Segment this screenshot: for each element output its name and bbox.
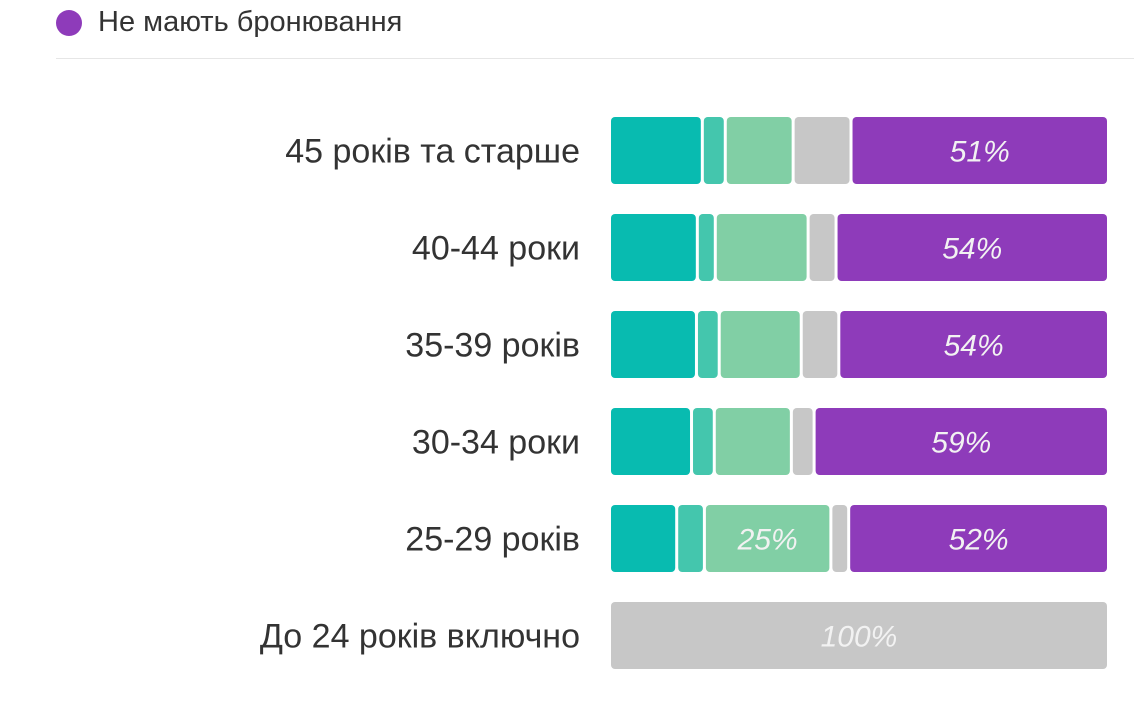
bar-segment — [611, 117, 701, 184]
legend: Не мають бронювання — [56, 6, 402, 39]
bar-segment — [611, 505, 676, 572]
legend-divider — [56, 58, 1134, 59]
category-label: До 24 років включно — [260, 618, 580, 656]
legend-dot — [56, 9, 82, 36]
bar-segment — [850, 505, 1107, 572]
bar-segment — [715, 408, 790, 475]
category-label: 30-34 роки — [412, 424, 580, 462]
legend-label: Не мають бронювання — [98, 6, 403, 38]
bar-segment — [832, 505, 848, 572]
bar-segment — [794, 117, 850, 184]
bar-segment — [726, 117, 792, 184]
bar-segment — [720, 311, 800, 378]
bar-row: До 24 років включно 100% — [260, 602, 1107, 669]
data-label: 51% — [950, 136, 1010, 169]
bar-row: 35-39 років 54% — [405, 311, 1107, 378]
data-label: 54% — [944, 330, 1004, 363]
bar-segment — [611, 602, 1107, 669]
bar-row: 40-44 роки 54% — [412, 214, 1107, 281]
bar-segment — [611, 408, 691, 475]
bar-segment — [840, 311, 1107, 378]
bar-segment — [703, 117, 724, 184]
category-label: 40-44 роки — [412, 230, 580, 268]
data-label: 52% — [949, 524, 1009, 557]
bar-segment — [611, 214, 696, 281]
category-label: 45 років та старше — [285, 133, 580, 171]
bar-segment — [611, 311, 695, 378]
data-label: 100% — [821, 621, 898, 654]
bar-segment — [815, 408, 1107, 475]
data-label: 25% — [737, 524, 798, 557]
bar-row: 25-29 років 25% 52% — [405, 505, 1107, 572]
category-label: 35-39 років — [405, 327, 580, 365]
data-label: 59% — [931, 427, 991, 460]
bar-segment — [809, 214, 835, 281]
bar-segment — [716, 214, 807, 281]
bar-segment — [705, 505, 830, 572]
bar-segment — [698, 214, 714, 281]
bar-segment — [852, 117, 1107, 184]
data-label: 54% — [942, 233, 1002, 266]
bar-segment — [837, 214, 1107, 281]
bar-segment — [678, 505, 703, 572]
bar-segment — [792, 408, 813, 475]
category-label: 25-29 років — [405, 521, 580, 559]
bar-segment — [693, 408, 713, 475]
bar-segment — [697, 311, 718, 378]
bar-row: 30-34 роки 59% — [412, 408, 1107, 475]
bar-row: 45 років та старше 51% — [285, 117, 1107, 184]
bar-segment — [802, 311, 838, 378]
